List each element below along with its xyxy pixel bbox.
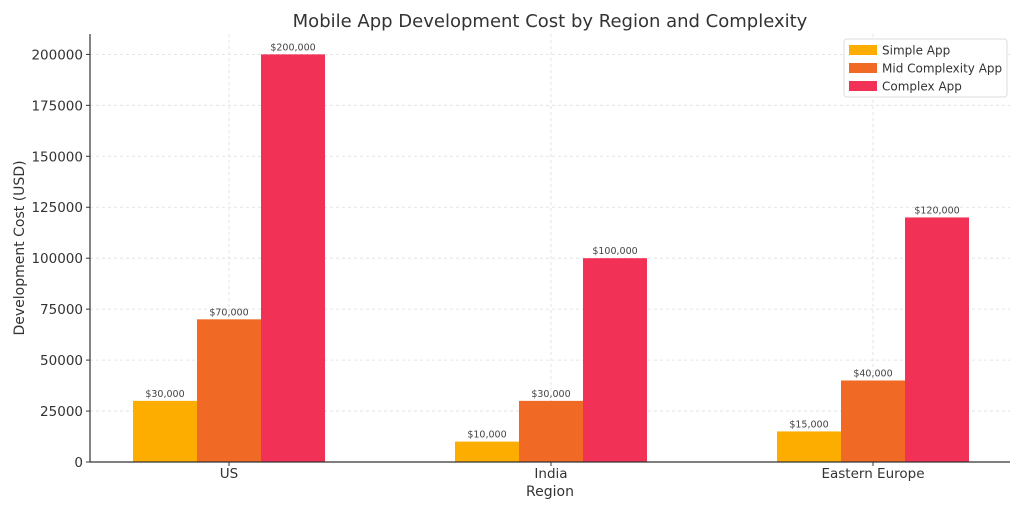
y-axis-label: Development Cost (USD) [12, 160, 28, 335]
y-tick-label: 50000 [40, 353, 83, 369]
y-tick-label: 125000 [31, 200, 83, 216]
y-tick-label: 25000 [40, 404, 83, 420]
bar-value-label: $100,000 [592, 246, 637, 257]
legend-box [843, 38, 1008, 98]
y-tick-label: 150000 [31, 149, 83, 165]
legend-label: Mid Complexity App [882, 62, 1002, 76]
bar-complex-app [905, 217, 969, 462]
y-ticks: 0 25000 50000 75000 100000 125000 150000 175000… [31, 47, 90, 471]
legend-swatch [849, 63, 877, 73]
bar-simple-app [777, 431, 841, 462]
bar-value-label: $120,000 [914, 205, 959, 216]
x-axis-label: Region [526, 484, 574, 500]
legend-swatch [849, 45, 877, 55]
bar-value-label: $40,000 [853, 368, 892, 379]
y-tick-label: 0 [74, 455, 83, 471]
x-tick-label: India [534, 466, 567, 482]
y-tick-label: 200000 [31, 47, 83, 63]
bar-simple-app [455, 441, 519, 462]
bars: $30,000 $10,000 $15,000 $70,000 $30,000 $40,0… [133, 42, 969, 462]
x-tick-label: US [220, 466, 238, 482]
x-ticks: US India Eastern Europe [220, 462, 925, 482]
bar-value-label: $15,000 [789, 419, 828, 430]
bar-value-label: $30,000 [145, 389, 184, 400]
x-tick-label: Eastern Europe [821, 466, 924, 482]
bar-simple-app [133, 400, 197, 462]
legend: Simple App Mid Complexity App Complex App [843, 38, 1008, 98]
bar-complex-app [261, 54, 325, 462]
legend-label: Simple App [882, 44, 950, 58]
bar-value-label: $30,000 [531, 389, 570, 400]
chart-title: Mobile App Development Cost by Region an… [293, 11, 808, 32]
y-tick-label: 100000 [31, 251, 83, 267]
bar-value-label: $70,000 [209, 307, 248, 318]
bar-mid-complexity-app [519, 400, 583, 462]
y-tick-label: 175000 [31, 98, 83, 114]
legend-swatch [849, 81, 877, 91]
bar-value-label: $10,000 [467, 430, 506, 441]
bar-value-label: $200,000 [270, 42, 315, 53]
bar-mid-complexity-app [841, 380, 905, 462]
bar-mid-complexity-app [197, 319, 261, 462]
y-tick-label: 75000 [40, 302, 83, 318]
legend-label: Complex App [882, 80, 962, 94]
bar-complex-app [583, 258, 647, 462]
